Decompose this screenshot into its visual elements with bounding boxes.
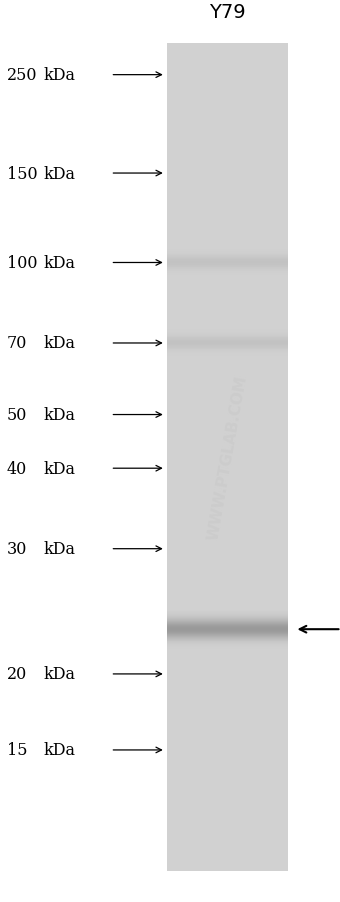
Text: 20: 20 <box>7 666 27 683</box>
Text: kDa: kDa <box>44 336 75 352</box>
Text: kDa: kDa <box>44 407 75 424</box>
Text: Y79: Y79 <box>209 3 246 22</box>
Text: kDa: kDa <box>44 666 75 683</box>
Text: 250: 250 <box>7 67 37 84</box>
Text: 50: 50 <box>7 407 27 424</box>
Text: 30: 30 <box>7 540 27 557</box>
Bar <box>167 44 288 870</box>
Text: kDa: kDa <box>44 540 75 557</box>
Text: WWW.PTGLAB.COM: WWW.PTGLAB.COM <box>206 374 250 541</box>
Text: 15: 15 <box>7 741 27 759</box>
Text: kDa: kDa <box>44 165 75 182</box>
Text: 150: 150 <box>7 165 37 182</box>
Text: kDa: kDa <box>44 67 75 84</box>
Text: 100: 100 <box>7 254 37 272</box>
Text: 40: 40 <box>7 460 27 477</box>
Text: kDa: kDa <box>44 254 75 272</box>
Text: kDa: kDa <box>44 741 75 759</box>
Text: kDa: kDa <box>44 460 75 477</box>
Text: 70: 70 <box>7 336 27 352</box>
